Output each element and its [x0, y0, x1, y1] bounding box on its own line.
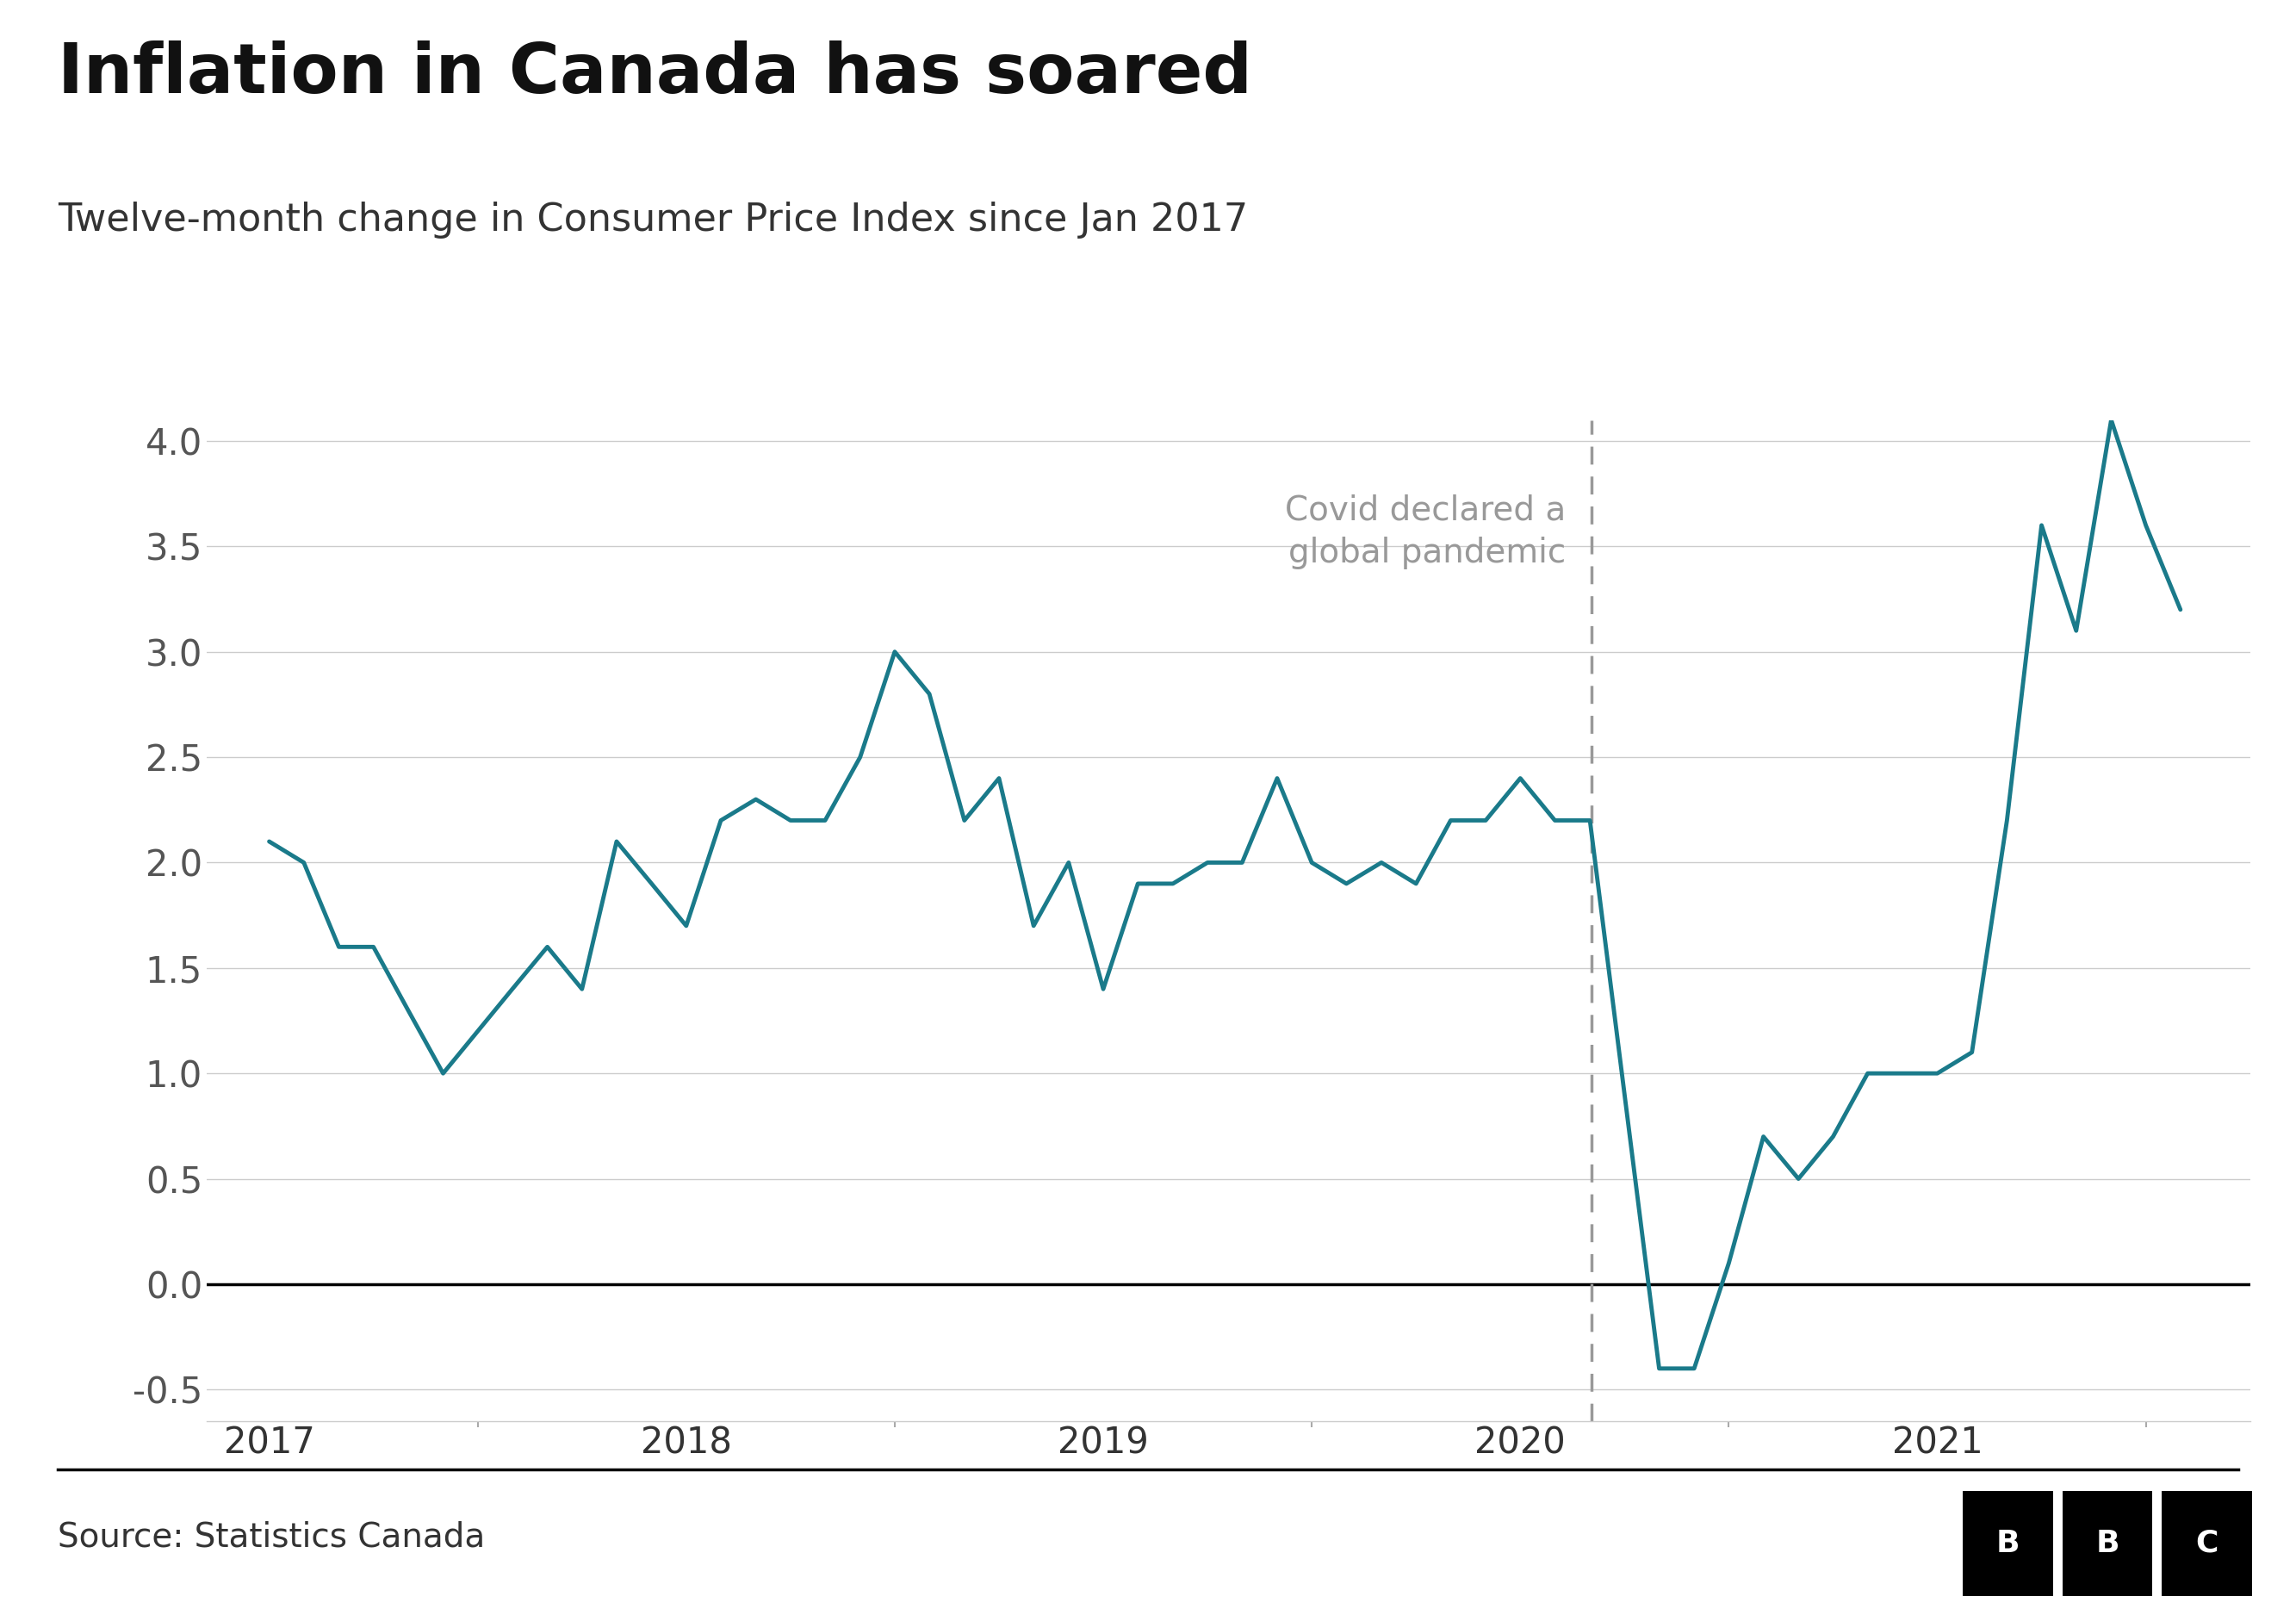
Text: B: B	[1995, 1528, 2020, 1558]
Bar	[2163, 1491, 2252, 1596]
Text: Inflation in Canada has soared: Inflation in Canada has soared	[57, 40, 1251, 108]
Bar	[1963, 1491, 2053, 1596]
Bar	[2062, 1491, 2154, 1596]
Text: Source: Statistics Canada: Source: Statistics Canada	[57, 1521, 484, 1554]
Text: Covid declared a
global pandemic: Covid declared a global pandemic	[1286, 494, 1566, 570]
Text: B: B	[2096, 1528, 2119, 1558]
Text: Twelve-month change in Consumer Price Index since Jan 2017: Twelve-month change in Consumer Price In…	[57, 202, 1247, 239]
Text: C: C	[2195, 1528, 2218, 1558]
